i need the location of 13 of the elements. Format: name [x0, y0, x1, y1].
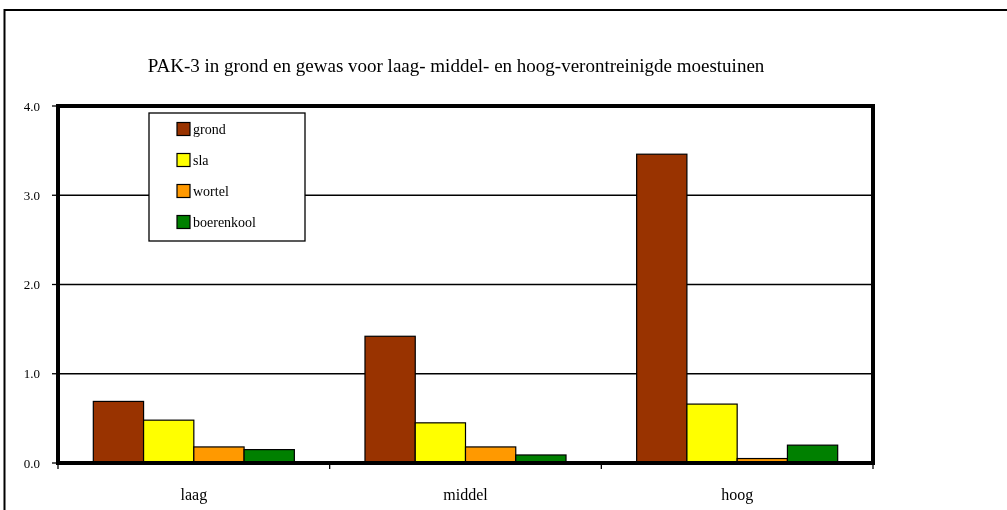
legend-label: sla: [193, 152, 210, 168]
chart-title: PAK-3 in grond en gewas voor laag- middel- en hoog-verontreinigde moestuinen: [147, 55, 765, 76]
x-tick-label: middel: [443, 486, 489, 503]
legend-label: grond: [193, 121, 226, 137]
y-tick-label: 1.0: [23, 366, 40, 382]
x-tick-label: hoog: [721, 486, 754, 504]
y-tick-label: 0.0: [23, 455, 40, 471]
x-tick-label: laag: [180, 486, 208, 504]
legend-label: wortel: [193, 183, 229, 199]
y-tick-label: 4.0: [23, 98, 40, 114]
y-tick-label: 2.0: [23, 277, 40, 293]
y-tick-label: 3.0: [23, 187, 40, 203]
legend-label: boerenkool: [193, 214, 257, 230]
